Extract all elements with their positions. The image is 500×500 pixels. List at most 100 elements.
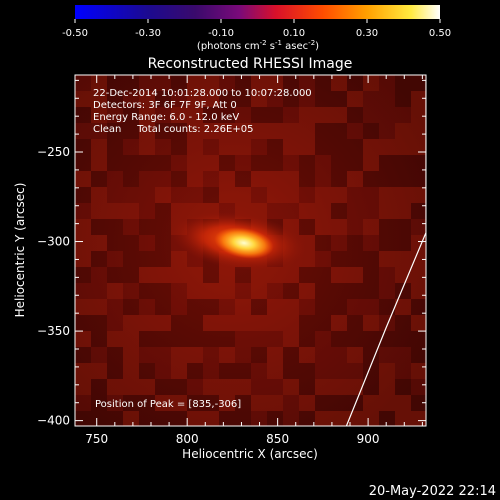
image-pixel: [379, 107, 395, 123]
image-pixel: [315, 219, 331, 235]
image-pixel: [395, 299, 411, 315]
image-pixel: [171, 315, 187, 331]
y-axis-label: Heliocentric Y (arcsec): [13, 183, 27, 318]
image-pixel: [75, 395, 91, 411]
image-pixel: [203, 315, 219, 331]
image-pixel: [299, 91, 315, 107]
image-pixel: [155, 331, 171, 347]
image-pixel: [251, 315, 267, 331]
colorbar-tick-label: 0.50: [429, 28, 451, 39]
x-tick-label: 800: [176, 432, 199, 446]
image-pixel: [91, 235, 107, 251]
colorbar: [75, 5, 440, 19]
image-pixel: [235, 411, 251, 426]
image-pixel: [363, 315, 379, 331]
image-pixel: [331, 395, 347, 411]
image-pixel: [267, 315, 283, 331]
chart-title: Reconstructed RHESSI Image: [148, 56, 353, 72]
image-pixel: [283, 411, 299, 426]
image-pixel: [363, 203, 379, 219]
image-pixel: [139, 91, 155, 107]
image-pixel: [267, 123, 283, 139]
image-pixel: [395, 203, 411, 219]
image-pixel: [299, 411, 315, 426]
image-pixel: [267, 379, 283, 395]
image-pixel: [315, 203, 331, 219]
image-pixel: [395, 363, 411, 379]
image-pixel: [235, 91, 251, 107]
image-pixel: [299, 171, 315, 187]
image-pixel: [91, 267, 107, 283]
image-pixel: [203, 411, 219, 426]
image-pixel: [219, 411, 235, 426]
image-pixel: [395, 91, 411, 107]
image-pixel: [171, 267, 187, 283]
image-pixel: [155, 395, 171, 411]
image-pixel: [347, 331, 363, 347]
image-pixel: [299, 395, 315, 411]
image-pixel: [283, 155, 299, 171]
image-pixel: [251, 299, 267, 315]
x-tick-label: 750: [85, 432, 108, 446]
image-pixel: [395, 187, 411, 203]
image-pixel: [187, 347, 203, 363]
image-pixel: [123, 235, 139, 251]
image-pixel: [139, 187, 155, 203]
image-pixel: [251, 283, 267, 299]
image-pixel: [411, 347, 426, 363]
image-pixel: [203, 91, 219, 107]
image-pixel: [123, 75, 139, 91]
image-pixel: [331, 267, 347, 283]
image-pixel: [363, 107, 379, 123]
image-pixel: [171, 75, 187, 91]
image-pixel: [251, 107, 267, 123]
timestamp: 20-May-2022 22:14: [369, 484, 496, 499]
image-pixel: [315, 107, 331, 123]
image-pixel: [171, 107, 187, 123]
image-pixel: [91, 203, 107, 219]
image-pixel: [107, 75, 123, 91]
image-pixel: [171, 139, 187, 155]
image-pixel: [171, 155, 187, 171]
image-pixel: [299, 107, 315, 123]
image-pixel: [155, 91, 171, 107]
image-pixel: [139, 171, 155, 187]
image-pixel: [379, 171, 395, 187]
image-pixel: [299, 379, 315, 395]
image-pixel: [411, 187, 426, 203]
image-pixel: [395, 123, 411, 139]
image-pixel: [203, 187, 219, 203]
image-pixel: [395, 347, 411, 363]
image-pixel: [219, 347, 235, 363]
image-area: [75, 75, 426, 426]
image-pixel: [395, 219, 411, 235]
image-pixel: [299, 331, 315, 347]
image-pixel: [411, 283, 426, 299]
image-pixel: [235, 395, 251, 411]
image-pixel: [203, 107, 219, 123]
image-pixel: [395, 315, 411, 331]
image-pixel: [283, 139, 299, 155]
image-pixel: [75, 107, 91, 123]
image-pixel: [251, 139, 267, 155]
image-pixel: [395, 155, 411, 171]
image-pixel: [315, 235, 331, 251]
image-pixel: [203, 347, 219, 363]
image-pixel: [187, 123, 203, 139]
image-pixel: [315, 411, 331, 426]
image-pixel: [235, 155, 251, 171]
image-pixel: [91, 219, 107, 235]
image-pixel: [299, 219, 315, 235]
annotation-detectors: Detectors: 3F 6F 7F 9F, Att 0: [93, 100, 237, 111]
image-pixel: [331, 171, 347, 187]
image-pixel: [395, 235, 411, 251]
image-pixel: [139, 347, 155, 363]
image-pixel: [155, 123, 171, 139]
image-pixel: [75, 123, 91, 139]
image-pixel: [155, 299, 171, 315]
image-pixel: [315, 187, 331, 203]
image-pixel: [219, 395, 235, 411]
image-pixel: [187, 139, 203, 155]
image-pixel: [75, 267, 91, 283]
image-pixel: [171, 283, 187, 299]
